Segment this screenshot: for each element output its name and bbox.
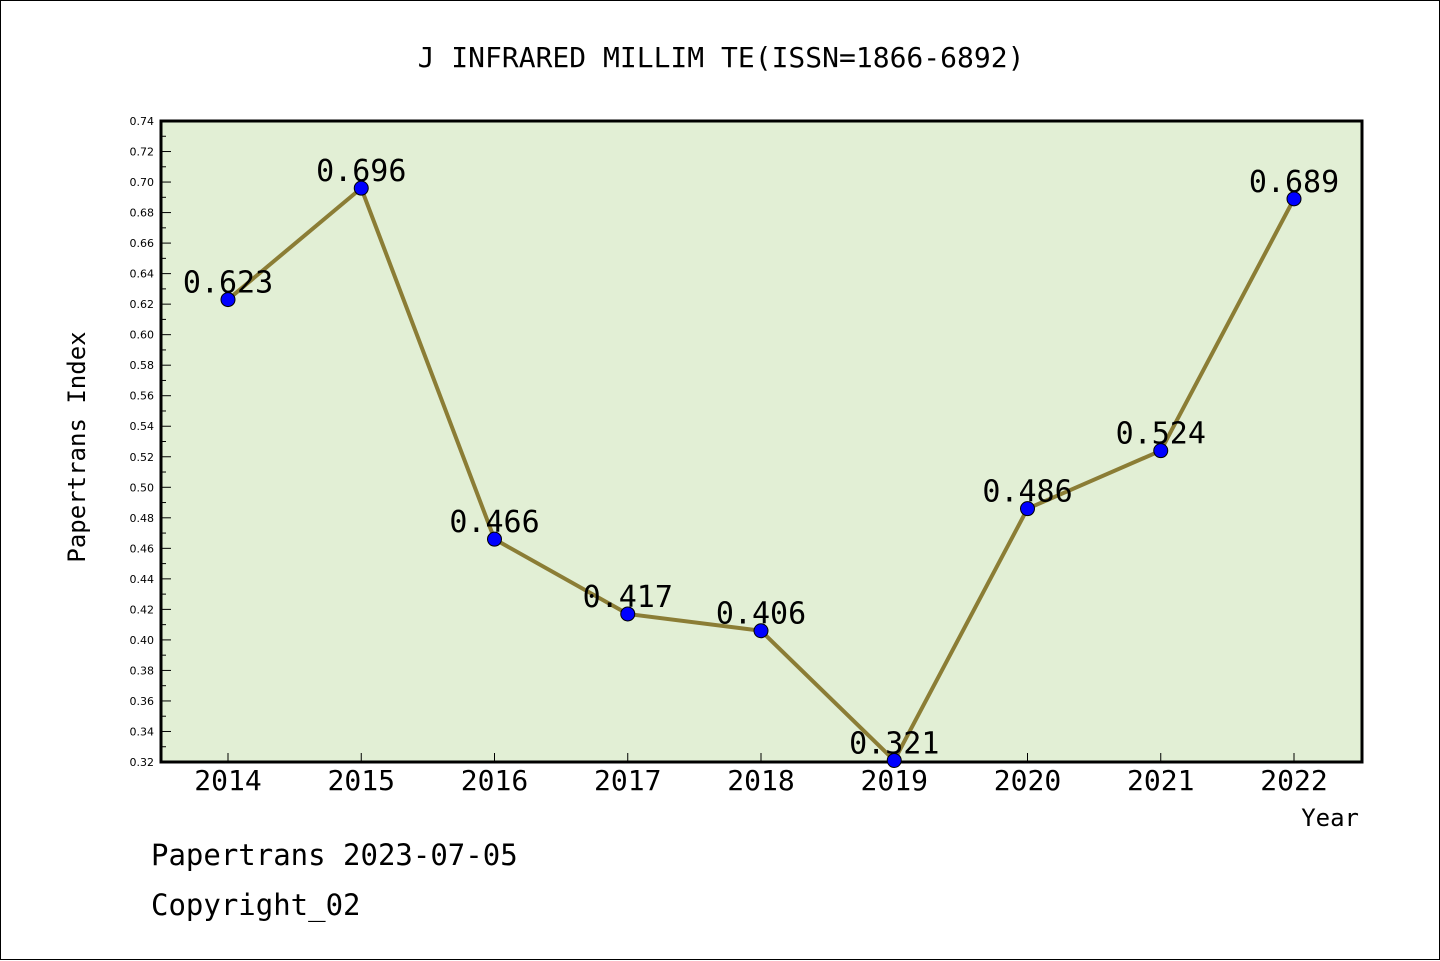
data-label: 0.696 xyxy=(316,154,406,189)
y-tick-label: 0.50 xyxy=(130,481,155,494)
y-tick-label: 0.52 xyxy=(130,451,155,464)
data-point xyxy=(220,292,236,308)
data-point xyxy=(1020,501,1035,517)
y-tick-label: 0.32 xyxy=(130,756,155,769)
y-tick-label: 0.54 xyxy=(130,420,155,433)
data-point xyxy=(753,623,769,639)
y-tick-label: 0.56 xyxy=(130,390,155,403)
plot-area xyxy=(159,119,1364,764)
data-point xyxy=(886,752,902,768)
data-label: 0.524 xyxy=(1116,417,1206,452)
data-point xyxy=(487,531,502,547)
x-tick-label: 2015 xyxy=(328,764,395,797)
y-tick-label: 0.62 xyxy=(130,298,155,311)
x-tick-label: 2016 xyxy=(461,764,528,797)
y-tick-label: 0.36 xyxy=(130,695,155,708)
data-label: 0.689 xyxy=(1249,165,1339,200)
y-tick-label: 0.74 xyxy=(130,115,155,128)
x-axis-label: Year xyxy=(1301,804,1359,832)
y-tick-label: 0.34 xyxy=(130,725,155,738)
chart-title: J INFRARED MILLIM TE(ISSN=1866-6892) xyxy=(418,41,1025,74)
x-tick-label: 2021 xyxy=(1127,764,1194,797)
y-axis: 0.32 0.34 0.36 0.38 0.40 0.42 0.44 0.46 0.48 0.50… xyxy=(130,115,171,769)
footer-copyright: Copyright_02 xyxy=(151,888,361,923)
y-axis-label: Papertrans Index xyxy=(63,331,91,562)
data-label: 0.321 xyxy=(849,726,939,761)
y-tick-label: 0.48 xyxy=(130,512,155,525)
data-point xyxy=(1286,191,1302,207)
y-tick-label: 0.44 xyxy=(130,573,155,586)
data-label: 0.466 xyxy=(449,505,539,540)
data-point xyxy=(353,180,369,196)
x-tick-label: 2020 xyxy=(994,764,1061,797)
y-tick-label: 0.38 xyxy=(130,664,155,677)
data-label: 0.623 xyxy=(183,266,273,301)
y-tick-label: 0.66 xyxy=(130,237,155,250)
y-tick-label: 0.70 xyxy=(130,176,155,189)
y-tick-label: 0.68 xyxy=(130,207,155,220)
y-tick-label: 0.46 xyxy=(130,542,155,555)
y-tick-label: 0.40 xyxy=(130,634,155,647)
data-label: 0.406 xyxy=(716,597,806,632)
y-tick-label: 0.42 xyxy=(130,603,155,616)
x-tick-label: 2017 xyxy=(594,764,661,797)
y-tick-label: 0.64 xyxy=(130,268,155,281)
data-label: 0.417 xyxy=(583,580,673,615)
y-tick-label: 0.72 xyxy=(130,146,155,159)
data-point xyxy=(620,606,636,622)
x-tick-label: 2014 xyxy=(194,764,261,797)
x-tick-label: 2019 xyxy=(861,764,928,797)
series-group: 0.623 0.696 0.466 0.417 0.406 0.321 0.486 0.524… xyxy=(183,154,1339,768)
y-tick-label: 0.60 xyxy=(130,329,155,342)
x-axis: 2014 2015 2016 2017 2018 2019 2020 2021 2022 xyxy=(194,753,1328,797)
footer-date: Papertrans 2023-07-05 xyxy=(151,838,518,872)
data-label: 0.486 xyxy=(982,475,1072,510)
data-point xyxy=(1153,443,1169,459)
x-tick-label: 2022 xyxy=(1260,764,1327,797)
x-tick-label: 2018 xyxy=(727,764,794,797)
y-tick-label: 0.58 xyxy=(130,359,155,372)
